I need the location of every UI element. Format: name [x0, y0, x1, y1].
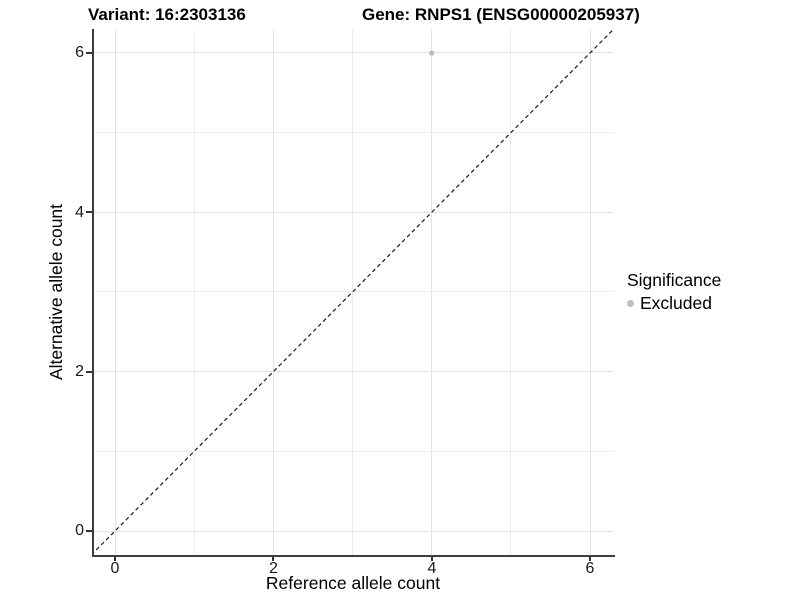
gridline-minor-h [93, 132, 613, 134]
tick-mark [589, 557, 592, 561]
gridline-major-h [93, 52, 613, 54]
legend-item-label: Excluded [640, 293, 712, 313]
x-tick-label: 0 [110, 560, 120, 577]
x-axis-line [92, 555, 615, 557]
y-tick-label: 4 [75, 203, 84, 221]
x-tick-label: 4 [427, 560, 437, 577]
legend-item-excluded: Excluded [627, 293, 721, 314]
y-axis-title: Alternative allele count [46, 203, 66, 381]
x-axis-title: Reference allele count [265, 573, 441, 593]
gridline-major-h [93, 371, 613, 373]
gridline-major-h [93, 530, 613, 532]
legend: Significance Excluded [627, 270, 721, 314]
gridline-major-h [93, 211, 613, 213]
y-tick-label: 2 [75, 363, 84, 380]
tick-mark [86, 530, 92, 532]
x-tick-label: 6 [585, 560, 595, 577]
tick-mark [86, 370, 92, 373]
panel-gridlines [93, 29, 613, 555]
legend-point-icon [627, 300, 634, 307]
variant-title: Variant: 16:2303136 [88, 5, 246, 24]
gene-title: Gene: RNPS1 (ENSG00000205937) [362, 5, 640, 24]
gridline-minor-h [93, 291, 613, 293]
y-tick-label: 6 [75, 44, 84, 61]
tick-mark [430, 557, 433, 561]
y-axis-line [92, 29, 94, 557]
identity-line [93, 29, 613, 554]
tick-mark [114, 557, 116, 561]
x-tick-label: 2 [269, 560, 278, 577]
tick-mark [86, 51, 92, 54]
y-tick-label: 0 [75, 522, 84, 539]
plot-layer [93, 29, 613, 554]
tick-mark [86, 211, 92, 214]
data-point [429, 50, 435, 56]
gridline-minor-h [93, 450, 613, 452]
legend-title: Significance [627, 270, 722, 290]
plot-panel [93, 29, 613, 555]
tick-mark [272, 557, 275, 561]
